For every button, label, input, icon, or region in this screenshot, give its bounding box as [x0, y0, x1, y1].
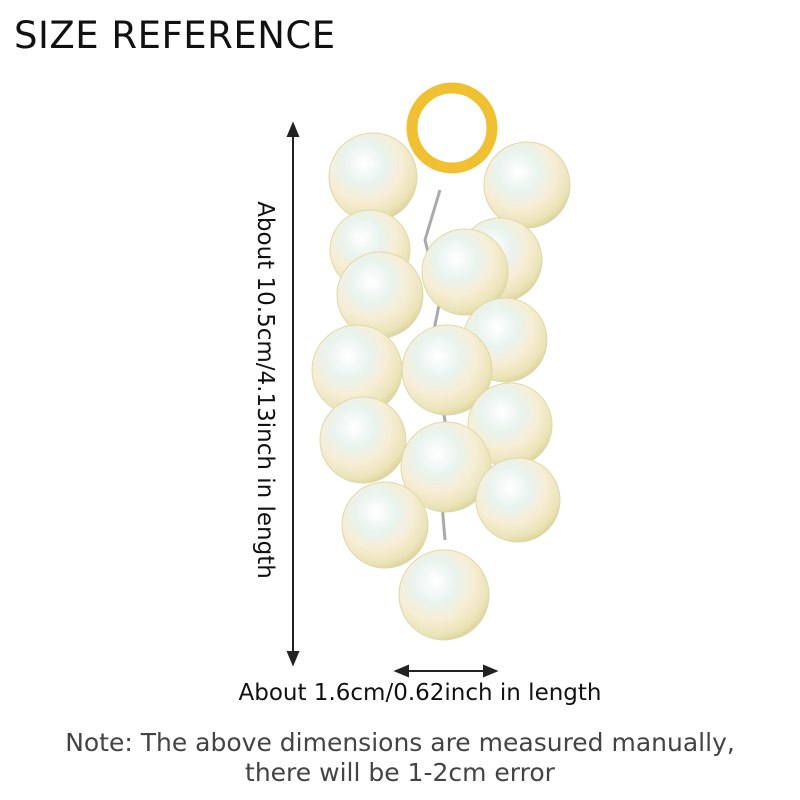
measurement-note: Note: The above dimensions are measured …	[0, 728, 800, 788]
width-arrow	[393, 664, 499, 678]
keyring-clasp	[406, 82, 498, 174]
beads	[311, 132, 571, 641]
size-reference-title: SIZE REFERENCE	[14, 14, 336, 57]
length-dimension-label: About 10.5cm/4.13inch in length	[252, 201, 278, 579]
width-dimension-label: About 1.6cm/0.62inch in length	[238, 680, 602, 706]
note-line-2: there will be 1-2cm error	[245, 758, 555, 787]
length-arrow	[286, 121, 300, 667]
note-line-1: Note: The above dimensions are measured …	[65, 728, 735, 757]
